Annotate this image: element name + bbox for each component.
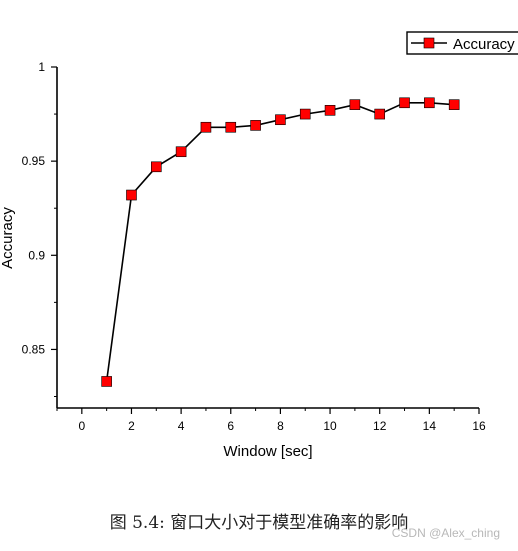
data-point	[225, 121, 237, 133]
x-tick-label: 16	[472, 419, 486, 433]
data-point	[175, 146, 187, 158]
data-point	[349, 99, 361, 110]
data-point	[374, 108, 386, 120]
data-point	[275, 114, 286, 126]
x-tick-label: 12	[373, 419, 387, 433]
x-tick-label: 14	[423, 419, 437, 433]
y-tick-label: 0.85	[22, 342, 46, 356]
data-point	[150, 161, 162, 173]
data-point	[324, 105, 336, 116]
x-tick-label: 6	[227, 419, 234, 433]
series-line	[105, 102, 455, 382]
data-point	[101, 376, 112, 387]
legend-label: Accuracy	[453, 36, 515, 53]
legend-box	[406, 31, 518, 55]
x-tick-label: 8	[277, 419, 284, 433]
chart-series	[101, 97, 460, 387]
data-point	[250, 120, 261, 131]
y-tick-label: 1	[38, 60, 45, 74]
y-tick-label: 0.95	[22, 154, 46, 168]
x-axis-label: Window [sec]	[223, 443, 312, 460]
data-point	[200, 121, 212, 133]
data-point	[424, 97, 435, 109]
data-point	[126, 189, 137, 201]
x-tick-label: 2	[128, 419, 135, 433]
y-axis-label: Accuracy	[0, 207, 16, 269]
figure-caption: 图 5.4: 窗口大小对于模型准确率的影响	[109, 513, 409, 533]
chart-ticks: 0 2 4 6 8 10 12 14 16 0.85 0.9 0.95 1	[22, 60, 486, 433]
chart-axes	[56, 67, 479, 409]
x-tick-label: 0	[78, 419, 85, 433]
data-point	[448, 99, 460, 110]
data-point	[299, 108, 311, 120]
x-tick-label: 10	[323, 419, 337, 433]
chart-legend: Accuracy	[406, 31, 518, 55]
y-tick-label: 0.9	[28, 248, 45, 262]
legend-marker	[423, 37, 435, 49]
watermark: CSDN @Alex_ching	[391, 526, 500, 540]
x-tick-label: 4	[178, 419, 185, 433]
data-point	[399, 97, 410, 109]
